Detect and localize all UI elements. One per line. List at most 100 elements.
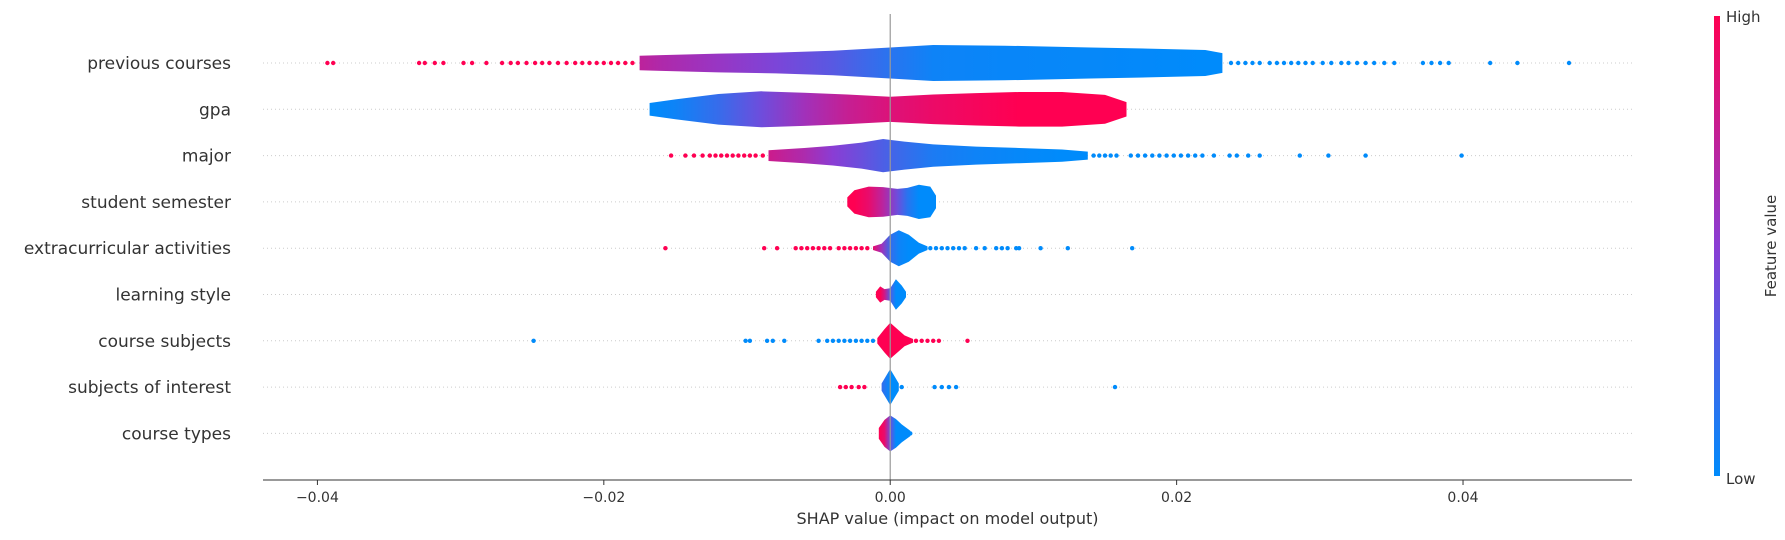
outlier-point	[870, 338, 876, 343]
outlier-point	[325, 60, 330, 66]
outlier-point	[499, 60, 505, 66]
outlier-point	[547, 60, 552, 66]
outlier-point	[913, 338, 919, 343]
outlier-point	[432, 60, 437, 66]
outlier-point	[713, 153, 718, 158]
x-tick-label: −0.02	[582, 490, 625, 506]
outlier-point	[962, 246, 967, 251]
outlier-point	[747, 338, 753, 343]
outlier-point	[623, 60, 628, 66]
outlier-point	[764, 338, 770, 343]
outlier-point	[774, 246, 780, 251]
outlier-point	[1382, 60, 1387, 66]
outlier-point	[919, 338, 924, 343]
outlier-point	[1297, 153, 1303, 158]
outlier-point	[1236, 60, 1241, 66]
outlier-point	[928, 246, 933, 251]
outlier-point	[847, 246, 853, 251]
feature-label: subjects of interest	[68, 378, 231, 398]
outlier-point	[564, 60, 569, 66]
feature-row: major	[182, 139, 1632, 173]
outlier-point	[770, 338, 775, 343]
outlier-point	[1142, 153, 1148, 158]
outlier-point	[1310, 60, 1315, 66]
outlier-point	[1178, 153, 1184, 158]
outlier-point	[742, 153, 747, 158]
outlier-point	[1211, 153, 1217, 158]
outlier-point	[469, 60, 475, 66]
outlier-point	[853, 338, 859, 343]
feature-rows: previous courses gpa major student semester…	[24, 45, 1632, 452]
outlier-point	[531, 338, 536, 343]
outlier-point	[1289, 60, 1294, 66]
feature-row: course subjects	[98, 322, 1632, 359]
outlier-point	[719, 153, 724, 158]
outlier-point	[416, 60, 422, 66]
outlier-point	[973, 246, 979, 251]
outlier-point	[747, 153, 753, 158]
outlier-point	[865, 246, 870, 251]
feature-row: learning style	[115, 279, 1632, 310]
outlier-point	[843, 384, 848, 390]
outlier-point	[1437, 60, 1443, 66]
colorbar-title: Feature value	[1762, 195, 1780, 297]
outlier-point	[1227, 153, 1232, 158]
x-axis: −0.04 −0.02 0.00 0.02 0.04	[263, 479, 1632, 506]
x-tick-label: 0.00	[875, 490, 906, 506]
outlier-point	[668, 153, 674, 158]
x-tick-label: 0.04	[1447, 490, 1478, 506]
outlier-point	[1339, 60, 1344, 66]
outlier-point	[1128, 153, 1134, 158]
outlier-point	[836, 338, 841, 343]
outlier-point	[827, 246, 833, 251]
outlier-point	[816, 246, 821, 251]
outlier-point	[847, 338, 853, 343]
outlier-point	[1566, 60, 1572, 66]
outlier-point	[849, 384, 854, 390]
outlier-point	[837, 384, 843, 390]
outlier-point	[999, 246, 1005, 251]
outlier-point	[615, 60, 621, 66]
outlier-point	[859, 246, 864, 251]
outlier-point	[1296, 60, 1301, 66]
outlier-point	[1429, 60, 1434, 66]
outlier-point	[1420, 60, 1426, 66]
outlier-point	[1114, 153, 1119, 158]
outlier-point	[956, 246, 962, 251]
outlier-point	[1185, 153, 1191, 158]
feature-row: course types	[122, 415, 1632, 452]
outlier-point	[953, 384, 959, 390]
outlier-point	[1392, 60, 1397, 66]
outlier-point	[508, 60, 513, 66]
outlier-point	[700, 153, 705, 158]
outlier-point	[540, 60, 545, 66]
feature-label: gpa	[199, 100, 231, 120]
outlier-point	[931, 338, 936, 343]
outlier-point	[573, 60, 578, 66]
outlier-point	[663, 246, 668, 251]
outlier-point	[1446, 60, 1451, 66]
outlier-point	[1459, 153, 1464, 158]
outlier-point	[1515, 60, 1520, 66]
outlier-point	[1200, 153, 1205, 158]
outlier-point	[799, 246, 804, 251]
outlier-point	[441, 60, 446, 66]
x-axis-label: SHAP value (impact on model output)	[797, 509, 1099, 528]
outlier-point	[730, 153, 735, 158]
violin-body	[639, 45, 1223, 81]
outlier-point	[1250, 60, 1255, 66]
outlier-point	[601, 60, 606, 66]
outlier-point	[1097, 153, 1102, 158]
feature-row: extracurricular activities	[24, 230, 1632, 267]
outlier-point	[899, 384, 904, 390]
outlier-point	[461, 60, 466, 66]
feature-row: student semester	[81, 184, 1632, 219]
outlier-point	[793, 246, 798, 251]
outlier-point	[1108, 153, 1113, 158]
outlier-point	[945, 246, 950, 251]
outlier-point	[982, 246, 987, 251]
outlier-point	[1102, 153, 1108, 158]
outlier-point	[762, 246, 767, 251]
outlier-point	[331, 60, 336, 66]
outlier-point	[1243, 60, 1248, 66]
